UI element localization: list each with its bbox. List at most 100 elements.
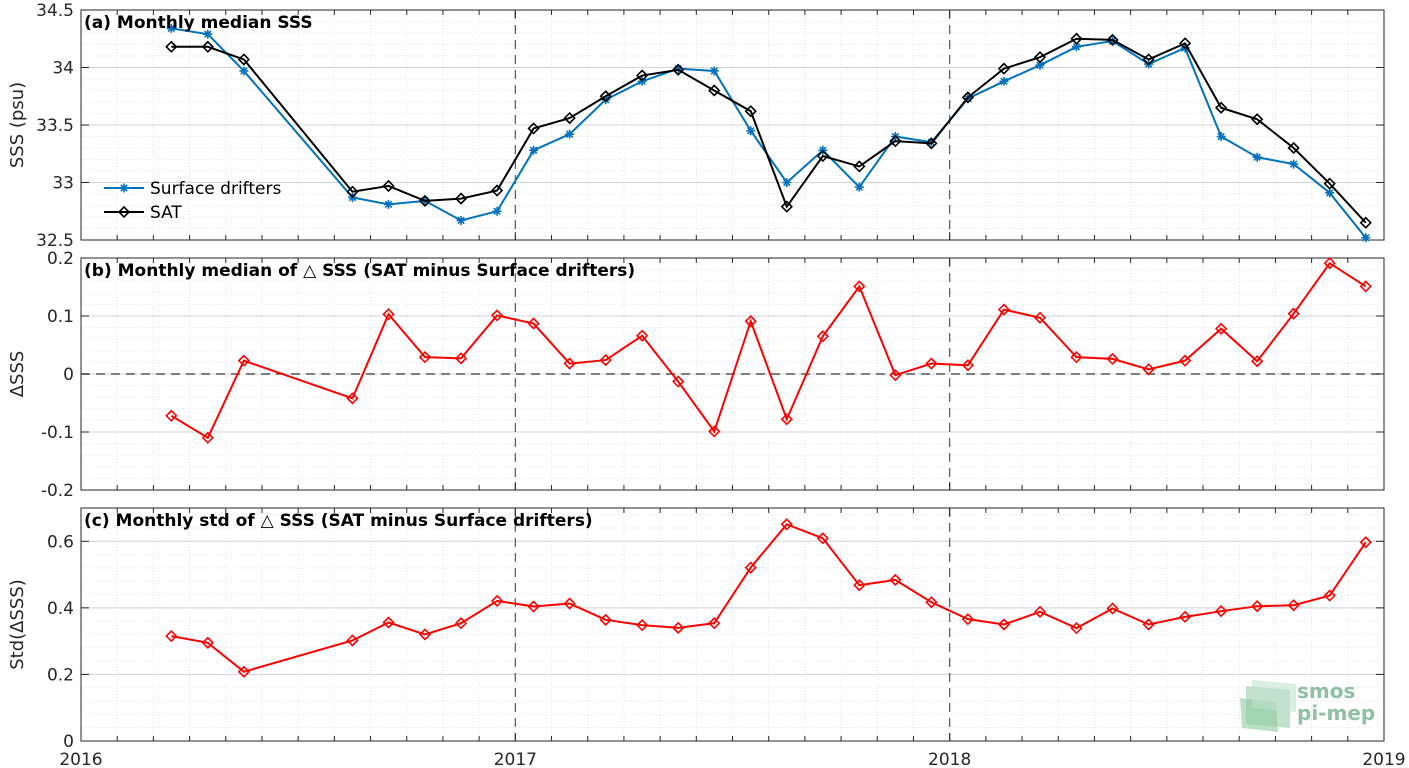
data-point-diamond <box>708 425 721 438</box>
data-point-star <box>746 126 756 136</box>
y-tick-label: 0.4 <box>47 599 74 619</box>
data-point-diamond <box>1359 216 1372 229</box>
data-point-star <box>1108 36 1118 46</box>
data-point-diamond <box>1323 257 1336 270</box>
data-point-diamond <box>382 308 395 321</box>
data-point-star <box>492 206 502 216</box>
data-point-star <box>782 178 792 187</box>
data-point-diamond <box>490 309 504 322</box>
data-point-diamond <box>1033 51 1047 64</box>
data-point-diamond <box>527 122 540 135</box>
data-point-diamond <box>1287 307 1300 320</box>
y-axis-label: SSS (psu) <box>7 82 28 168</box>
data-point-diamond <box>853 160 866 173</box>
data-point-diamond <box>418 351 432 364</box>
data-point-diamond <box>1214 605 1228 618</box>
y-tick-label: 32.5 <box>36 231 74 251</box>
data-point-diamond <box>1359 280 1372 293</box>
data-point-diamond <box>201 636 214 649</box>
y-tick-label: 0 <box>63 365 74 385</box>
x-tick-label: 2016 <box>59 750 102 768</box>
logo-text-smos: smos <box>1297 679 1355 703</box>
data-point-diamond <box>1106 352 1119 366</box>
data-point-diamond <box>1323 589 1336 602</box>
data-point-diamond <box>889 369 902 382</box>
data-point-diamond <box>1214 101 1228 114</box>
data-point-star <box>166 23 176 33</box>
data-point-diamond <box>1359 536 1372 549</box>
data-point-diamond <box>346 185 359 198</box>
data-point-diamond <box>816 532 829 545</box>
panel-c-std-delta-sss: 0 0.2 0.4 0.6 2016 2017 2018 2019 Std(ΔSSS) (c) M… <box>7 507 1406 768</box>
data-point-star <box>1289 159 1299 169</box>
y-tick-label: 34.5 <box>36 1 74 21</box>
series-line-0 <box>171 27 1367 239</box>
data-point-diamond <box>1323 177 1336 190</box>
data-point-star <box>203 29 213 39</box>
data-point-star <box>709 66 719 76</box>
data-point-diamond <box>237 354 251 367</box>
data-point-diamond <box>1142 618 1155 631</box>
data-point-diamond <box>1070 351 1083 364</box>
data-point-diamond <box>165 409 178 422</box>
y-tick-label: 0.2 <box>47 665 74 685</box>
data-point-diamond <box>1106 33 1119 47</box>
data-point-diamond <box>382 179 395 193</box>
data-point-diamond <box>201 40 214 53</box>
data-point-diamond <box>490 184 504 197</box>
data-point-diamond <box>672 63 685 76</box>
y-tick-label: 0.2 <box>47 249 74 269</box>
data-point-diamond <box>1251 113 1264 126</box>
data-point-star <box>1071 42 1081 52</box>
y-axis-label: Std(ΔSSS) <box>7 579 28 670</box>
data-point-diamond <box>237 53 251 66</box>
data-point-diamond <box>853 579 866 592</box>
data-point-star <box>673 64 683 74</box>
data-point-diamond <box>1142 363 1155 376</box>
y-tick-label: -0.2 <box>41 481 74 501</box>
data-point-diamond <box>454 617 468 630</box>
data-point-diamond <box>636 329 649 342</box>
data-point-diamond <box>454 352 468 365</box>
data-point-diamond <box>1033 605 1047 618</box>
data-point-diamond <box>997 618 1011 631</box>
data-point-diamond <box>961 613 975 626</box>
y-tick-label: 0.6 <box>47 532 74 552</box>
data-point-diamond <box>672 621 685 634</box>
data-point-diamond <box>889 134 902 148</box>
y-axis-label: ΔSSS <box>7 351 28 398</box>
data-point-diamond <box>1287 599 1300 612</box>
data-point-star <box>1325 188 1335 198</box>
x-tick-label: 2018 <box>928 750 971 768</box>
data-point-diamond <box>744 105 757 118</box>
data-point-diamond <box>490 594 504 607</box>
data-point-diamond <box>780 518 793 531</box>
legend-marker-star <box>119 183 129 193</box>
data-point-diamond <box>889 573 902 587</box>
data-point-diamond <box>997 303 1011 316</box>
data-point-diamond <box>346 392 359 405</box>
data-point-star <box>565 129 575 139</box>
data-point-star <box>601 95 611 105</box>
panel-a-median-sss: 32.5 33 33.5 34 34.5 SSS (psu) (a) Monthly med… <box>7 1 1385 251</box>
data-point-diamond <box>925 596 938 609</box>
data-point-diamond <box>1287 141 1300 155</box>
data-point-star <box>239 66 249 76</box>
x-tick-label: 2019 <box>1362 750 1405 768</box>
data-point-diamond <box>636 69 649 82</box>
data-point-diamond <box>382 616 395 629</box>
series-line-0 <box>170 261 1367 440</box>
series-line-1 <box>171 37 1367 224</box>
data-point-diamond <box>599 613 612 626</box>
y-tick-label: 0 <box>63 732 74 752</box>
data-point-diamond <box>599 90 612 103</box>
data-point-star <box>1361 233 1371 243</box>
y-tick-label: 33.5 <box>36 116 74 136</box>
data-point-diamond <box>454 192 468 205</box>
data-point-diamond <box>527 600 540 613</box>
data-point-diamond <box>1251 355 1264 368</box>
data-point-diamond <box>853 280 866 293</box>
data-point-diamond <box>1178 354 1192 367</box>
data-point-diamond <box>1178 37 1192 50</box>
